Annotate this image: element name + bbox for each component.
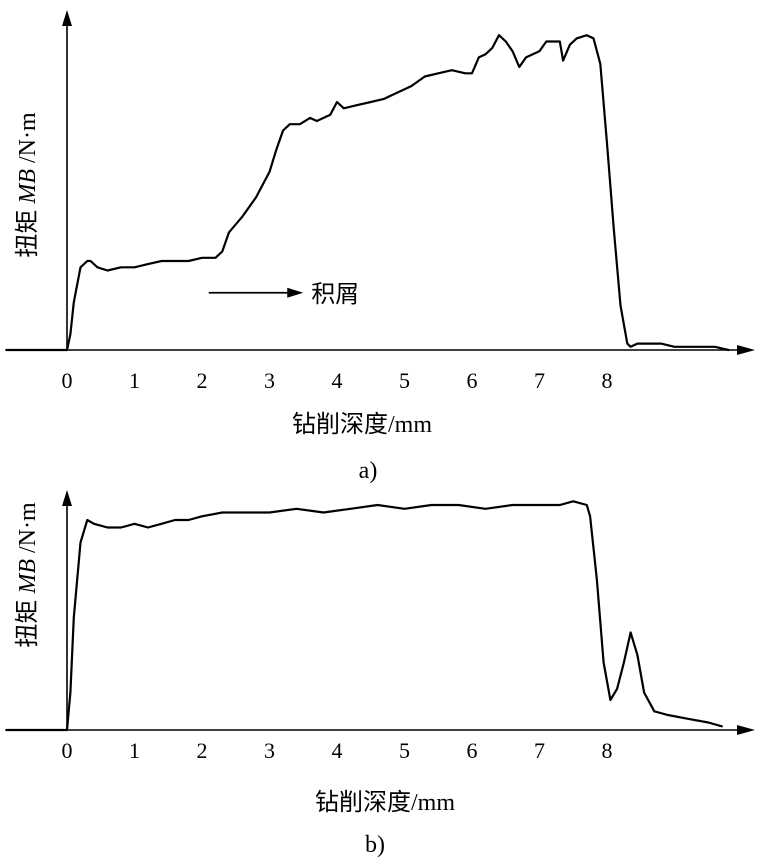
- panel-a-y-label-symbol: MB: [15, 169, 41, 205]
- panel-b: 0 1 2 3 4 5 6 7 8 钻削深度/mm 扭矩 MB /N·m b): [5, 490, 755, 858]
- panel-b-x-tick-label: 1: [129, 738, 140, 763]
- panel-b-x-tick-label: 2: [197, 738, 208, 763]
- panel-a-x-tick-label: 2: [197, 368, 208, 393]
- panel-b-x-tick-label: 0: [62, 738, 73, 763]
- panel-a-annotation-arrowhead: [287, 287, 304, 298]
- panel-a-x-tick-label: 0: [62, 368, 73, 393]
- panel-b-x-tick-label: 8: [602, 738, 613, 763]
- panel-a-x-tick-label: 4: [332, 368, 343, 393]
- panel-a-x-tick-label: 5: [399, 368, 410, 393]
- panel-b-x-tick-label: 3: [264, 738, 275, 763]
- panel-b-x-tick-label: 6: [467, 738, 478, 763]
- panel-a-y-axis-arrow: [62, 10, 72, 26]
- panel-a-x-axis-arrow: [737, 345, 755, 355]
- panel-a-annotation-label: 积屑: [311, 281, 359, 308]
- panel-b-x-tick-label: 5: [399, 738, 410, 763]
- panel-a-y-label-prefix: 扭矩: [14, 204, 41, 258]
- panel-b-x-axis-arrow: [737, 725, 755, 735]
- panel-a-y-label-unit: /N·m: [15, 112, 41, 169]
- panel-b-x-ticks: 0 1 2 3 4 5 6 7 8: [62, 738, 613, 763]
- panel-a-x-tick-label: 1: [129, 368, 140, 393]
- panel-b-x-tick-label: 7: [534, 738, 545, 763]
- panel-b-y-label-unit: /N·m: [15, 502, 41, 559]
- panel-a-x-axis-label: 钻削深度/mm: [292, 411, 432, 438]
- panel-b-caption: b): [365, 832, 385, 858]
- panel-a-x-tick-label: 6: [467, 368, 478, 393]
- panel-b-x-tick-label: 4: [332, 738, 343, 763]
- panel-a: 0 1 2 3 4 5 6 7 8 积屑 钻削深度/mm 扭矩 MB /N·m a): [5, 10, 755, 484]
- panel-b-y-axis-label: 扭矩 MB /N·m: [14, 502, 41, 648]
- panel-b-y-label-prefix: 扭矩: [14, 594, 41, 648]
- panel-a-torque-curve: [5, 34, 730, 352]
- panel-b-y-axis-arrow: [62, 490, 72, 506]
- panel-b-x-axis-label: 钻削深度/mm: [315, 789, 455, 816]
- panel-b-torque-curve: [5, 500, 723, 732]
- panel-a-caption: a): [359, 458, 378, 484]
- panel-a-x-tick-label: 8: [602, 368, 613, 393]
- panel-a-x-tick-label: 7: [534, 368, 545, 393]
- panel-a-x-tick-label: 3: [264, 368, 275, 393]
- panel-a-y-axis-label: 扭矩 MB /N·m: [14, 112, 41, 258]
- panel-a-x-ticks: 0 1 2 3 4 5 6 7 8: [62, 368, 613, 393]
- panel-b-y-label-symbol: MB: [15, 559, 41, 595]
